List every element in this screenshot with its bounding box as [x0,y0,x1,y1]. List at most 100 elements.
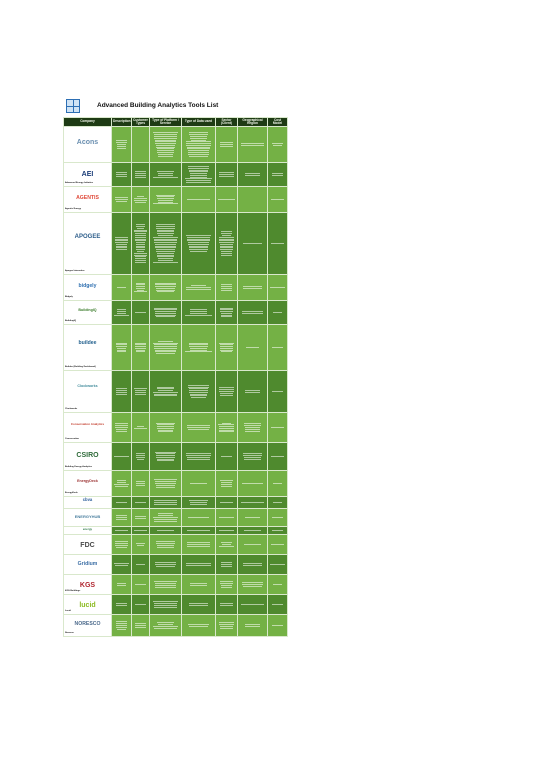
cell-type-of-data-used [181,212,216,275]
company-name: Clockworks [65,408,78,411]
cell-type-of-platform-service [149,442,182,471]
illegible-text-block [185,132,212,157]
illegible-text-block [241,517,264,518]
illegible-text-block [241,347,264,348]
cell-type-of-data-used [181,126,216,163]
illegible-text-block [114,456,129,457]
cell-customer-types [131,508,150,527]
company-logo: EnergyDeck [77,478,98,483]
illegible-text-block [270,517,285,518]
illegible-text-block [218,622,234,629]
cell-cost-model [267,300,288,325]
company-cell: cbva [63,496,112,509]
cell-type-of-platform-service [149,508,182,527]
company-name: EnergyDeck [65,492,78,495]
cell-description [111,300,132,325]
column-header: Type of Data used [181,117,216,127]
company-cell: CSIRO Building Energy Analytics [63,442,112,471]
cell-customer-types [131,614,150,637]
company-cell: AGENTIS Agentis Energy [63,186,112,213]
cell-geographical-region [237,212,268,275]
cell-customer-types [131,526,150,535]
illegible-text-block [185,583,212,586]
company-logo: ENERGYHUB [74,513,101,519]
illegible-text-block [241,423,264,432]
cell-cost-model [267,574,288,595]
cell-geographical-region [237,186,268,213]
company-cell: EnergyDeck EnergyDeck [63,470,112,497]
cell-sector-client- [215,274,238,301]
column-header: Cost Model [267,117,288,127]
table-row: BuildingIQ BuildingIQ [63,300,288,325]
illegible-text-block [218,422,235,433]
illegible-text-block [270,427,285,428]
cell-description [111,324,132,371]
illegible-text-block [185,199,212,200]
cell-geographical-region [237,574,268,595]
illegible-text-block [134,543,147,546]
illegible-text-block [153,386,178,397]
illegible-text-block [270,544,285,545]
cell-description [111,442,132,471]
cell-customer-types [131,274,150,301]
company-cell: Conservation Analytics Conservation [63,412,112,443]
column-header: Description [111,117,132,127]
cell-geographical-region [237,412,268,443]
illegible-text-block [270,312,285,313]
illegible-text-block [218,142,234,147]
company-cell: Acons [63,126,112,163]
cell-geographical-region [237,526,268,535]
cell-sector-client- [215,554,238,575]
illegible-text-block [218,456,234,457]
illegible-text-block [134,623,147,628]
illegible-text-block [241,563,264,566]
cell-type-of-data-used [181,442,216,471]
illegible-text-block [153,581,178,588]
cell-sector-client- [215,300,238,325]
illegible-text-block [185,165,212,184]
cell-description [111,508,132,527]
cell-type-of-platform-service [149,412,182,443]
illegible-text-block [114,515,129,520]
table-row: energy [63,526,288,535]
cell-customer-types [131,470,150,497]
table-row: cbva [63,496,288,509]
company-cell: BuildingIQ BuildingIQ [63,300,112,325]
cell-customer-types [131,574,150,595]
cell-type-of-data-used [181,574,216,595]
illegible-text-block [114,197,129,202]
illegible-text-block [114,342,129,353]
illegible-text-block [114,541,129,548]
cell-sector-client- [215,496,238,509]
table-body: Acons AEI Advanced Energy Initiative AGENTI… [63,126,288,637]
company-logo: Clockworks [77,384,98,389]
illegible-text-block [153,513,178,522]
illegible-text-block [270,604,285,605]
cell-cost-model [267,526,288,535]
column-header: Customer Types [131,117,150,127]
illegible-text-block [153,194,178,205]
cell-sector-client- [215,614,238,637]
company-logo: lucid [79,601,96,609]
illegible-text-block [114,287,129,288]
illegible-text-block [218,542,235,547]
cell-type-of-platform-service [149,496,182,509]
company-cell: Gridium [63,554,112,575]
illegible-text-block [241,483,264,484]
cell-geographical-region [237,534,268,555]
company-logo: Gridium [77,560,98,567]
company-logo: cbva [82,497,93,503]
header-row: Company Description Customer Types Type of … [63,117,288,127]
illegible-text-block [153,282,178,293]
illegible-text-block [185,342,212,353]
illegible-text-block [185,483,212,484]
table-row: bidgely Bidgely [63,274,288,301]
illegible-text-block [134,342,147,353]
illegible-text-block [270,199,285,200]
cell-geographical-region [237,126,268,163]
illegible-text-block [185,453,212,460]
cell-type-of-data-used [181,370,216,413]
cell-cost-model [267,324,288,371]
illegible-text-block [218,502,234,503]
table-row: KGS KGS Buildings [63,574,288,595]
